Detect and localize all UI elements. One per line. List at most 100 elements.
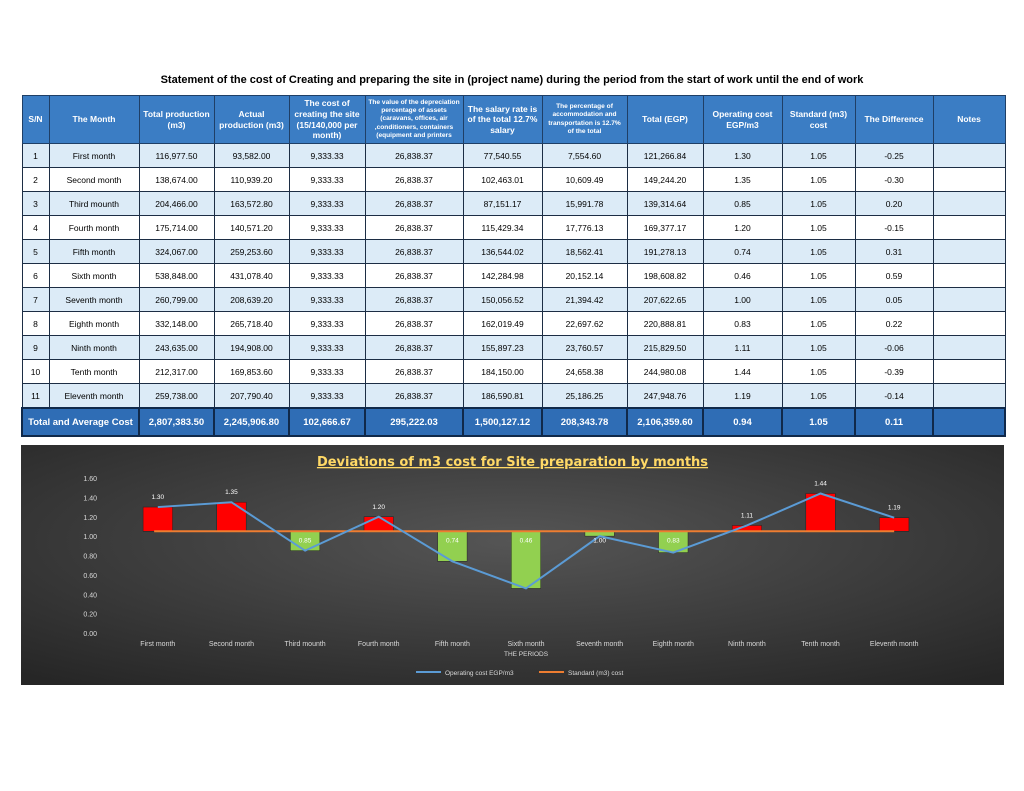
- table-cell: 115,429.34: [462, 215, 543, 240]
- table-cell: 0.74: [702, 239, 783, 264]
- total-cell: 2,245,906.80: [213, 407, 290, 437]
- table-cell: 243,635.00: [138, 335, 215, 360]
- table-cell: 215,829.50: [626, 335, 704, 360]
- table-cell: 184,150.00: [462, 359, 543, 384]
- table-cell: 2: [21, 167, 50, 192]
- table-cell: 169,853.60: [213, 359, 290, 384]
- table-cell: 7: [21, 287, 50, 312]
- data-label: 0.74: [446, 537, 459, 544]
- table-cell: 0.46: [702, 263, 783, 288]
- table-cell: 0.22: [854, 311, 934, 336]
- chart-title: Deviations of m3 cost for Site preparati…: [317, 455, 708, 470]
- table-cell: [932, 143, 1006, 168]
- table-cell: 0.05: [854, 287, 934, 312]
- table-cell: 4: [21, 215, 50, 240]
- table-cell: First month: [48, 143, 140, 168]
- table-cell: 9: [21, 335, 50, 360]
- table-cell: 1.05: [781, 239, 856, 264]
- table-cell: 26,838.37: [364, 335, 464, 360]
- table-cell: 260,799.00: [138, 287, 215, 312]
- table-cell: [932, 239, 1006, 264]
- y-tick-label: 0.80: [83, 554, 97, 561]
- table-cell: [932, 191, 1006, 216]
- table-cell: [932, 311, 1006, 336]
- table-cell: 9,333.33: [288, 263, 366, 288]
- table-cell: 26,838.37: [364, 263, 464, 288]
- table-cell: [932, 335, 1006, 360]
- column-header: Actual production (m3): [213, 95, 290, 144]
- table-cell: 149,244.20: [626, 167, 704, 192]
- table-cell: 24,658.38: [541, 359, 628, 384]
- table-cell: 1: [21, 143, 50, 168]
- data-label: 1.30: [151, 494, 164, 501]
- table-cell: 0.59: [854, 263, 934, 288]
- total-row: Total and Average Cost 2,807,383.50 2,245,…: [21, 407, 1006, 437]
- column-header: Notes: [932, 95, 1006, 144]
- table-cell: 26,838.37: [364, 215, 464, 240]
- data-label: 1.20: [372, 504, 385, 511]
- x-tick-label: First month: [140, 641, 175, 648]
- table-cell: 208,639.20: [213, 287, 290, 312]
- table-cell: [932, 263, 1006, 288]
- table-cell: 26,838.37: [364, 239, 464, 264]
- legend-label-operating: Operating cost EGP/m3: [445, 670, 514, 677]
- table-cell: Sixth month: [48, 263, 140, 288]
- legend-label-standard: Standard (m3) cost: [568, 670, 623, 677]
- table-cell: 25,186.25: [541, 383, 628, 409]
- table-cell: 1.05: [781, 167, 856, 192]
- table-cell: 169,377.17: [626, 215, 704, 240]
- deviation-chart: Deviations of m3 cost for Site preparati…: [21, 445, 1004, 685]
- x-tick-label: Fourth month: [358, 641, 400, 648]
- x-tick-label: Eighth month: [653, 641, 694, 648]
- column-header: The salary rate is of the total 12.7% sa…: [462, 95, 543, 144]
- y-tick-label: 1.40: [83, 495, 97, 502]
- table-cell: 162,019.49: [462, 311, 543, 336]
- total-cell: 0.11: [854, 407, 934, 437]
- table-cell: 26,838.37: [364, 383, 464, 409]
- deviation-bar: [511, 531, 541, 589]
- table-row: 11 Eleventh month 259,738.00 207,790.40 9,33…: [21, 383, 1006, 409]
- table-cell: -0.25: [854, 143, 934, 168]
- table-row: 9 Ninth month 243,635.00 194,908.00 9,333.33…: [21, 335, 1006, 360]
- table-cell: Tenth month: [48, 359, 140, 384]
- table-cell: 259,738.00: [138, 383, 215, 409]
- table-cell: -0.15: [854, 215, 934, 240]
- table-cell: [932, 287, 1006, 312]
- table-cell: Eighth month: [48, 311, 140, 336]
- table-cell: 175,714.00: [138, 215, 215, 240]
- deviation-bar: [879, 517, 910, 532]
- table-cell: [932, 383, 1006, 409]
- table-cell: 9,333.33: [288, 359, 366, 384]
- table-cell: 26,838.37: [364, 191, 464, 216]
- table-cell: 1.05: [781, 335, 856, 360]
- table-cell: 1.05: [781, 287, 856, 312]
- table-row: 1 First month 116,977.50 93,582.00 9,333.33 2…: [21, 143, 1006, 168]
- table-cell: 1.05: [781, 215, 856, 240]
- table-cell: Third mounth: [48, 191, 140, 216]
- table-cell: 259,253.60: [213, 239, 290, 264]
- table-cell: 204,466.00: [138, 191, 215, 216]
- y-tick-label: 0.60: [83, 573, 97, 580]
- table-cell: 163,572.80: [213, 191, 290, 216]
- table-cell: 1.05: [781, 191, 856, 216]
- table-cell: 87,151.17: [462, 191, 543, 216]
- table-cell: 140,571.20: [213, 215, 290, 240]
- column-header: Standard (m3) cost: [781, 95, 856, 144]
- y-tick-label: 1.60: [83, 476, 97, 483]
- column-header: Operating cost EGP/m3: [702, 95, 783, 144]
- table-cell: 116,977.50: [138, 143, 215, 168]
- table-cell: 538,848.00: [138, 263, 215, 288]
- total-cell: 208,343.78: [541, 407, 628, 437]
- table-cell: 139,314.64: [626, 191, 704, 216]
- cost-table: S/N The Month Total production (m3) Actual …: [21, 95, 1006, 437]
- total-cell: 1,500,127.12: [462, 407, 543, 437]
- table-cell: 220,888.81: [626, 311, 704, 336]
- total-cell: 0.94: [702, 407, 783, 437]
- total-cell: 102,666.67: [288, 407, 366, 437]
- table-cell: 324,067.00: [138, 239, 215, 264]
- table-row: 4 Fourth month 175,714.00 140,571.20 9,333.3…: [21, 215, 1006, 240]
- table-cell: 26,838.37: [364, 311, 464, 336]
- table-cell: 77,540.55: [462, 143, 543, 168]
- table-cell: 155,897.23: [462, 335, 543, 360]
- column-header: Total production (m3): [138, 95, 215, 144]
